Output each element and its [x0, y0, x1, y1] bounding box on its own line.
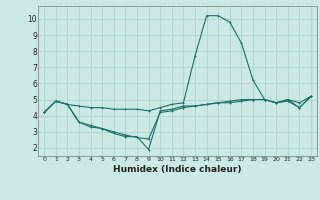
X-axis label: Humidex (Indice chaleur): Humidex (Indice chaleur): [113, 165, 242, 174]
